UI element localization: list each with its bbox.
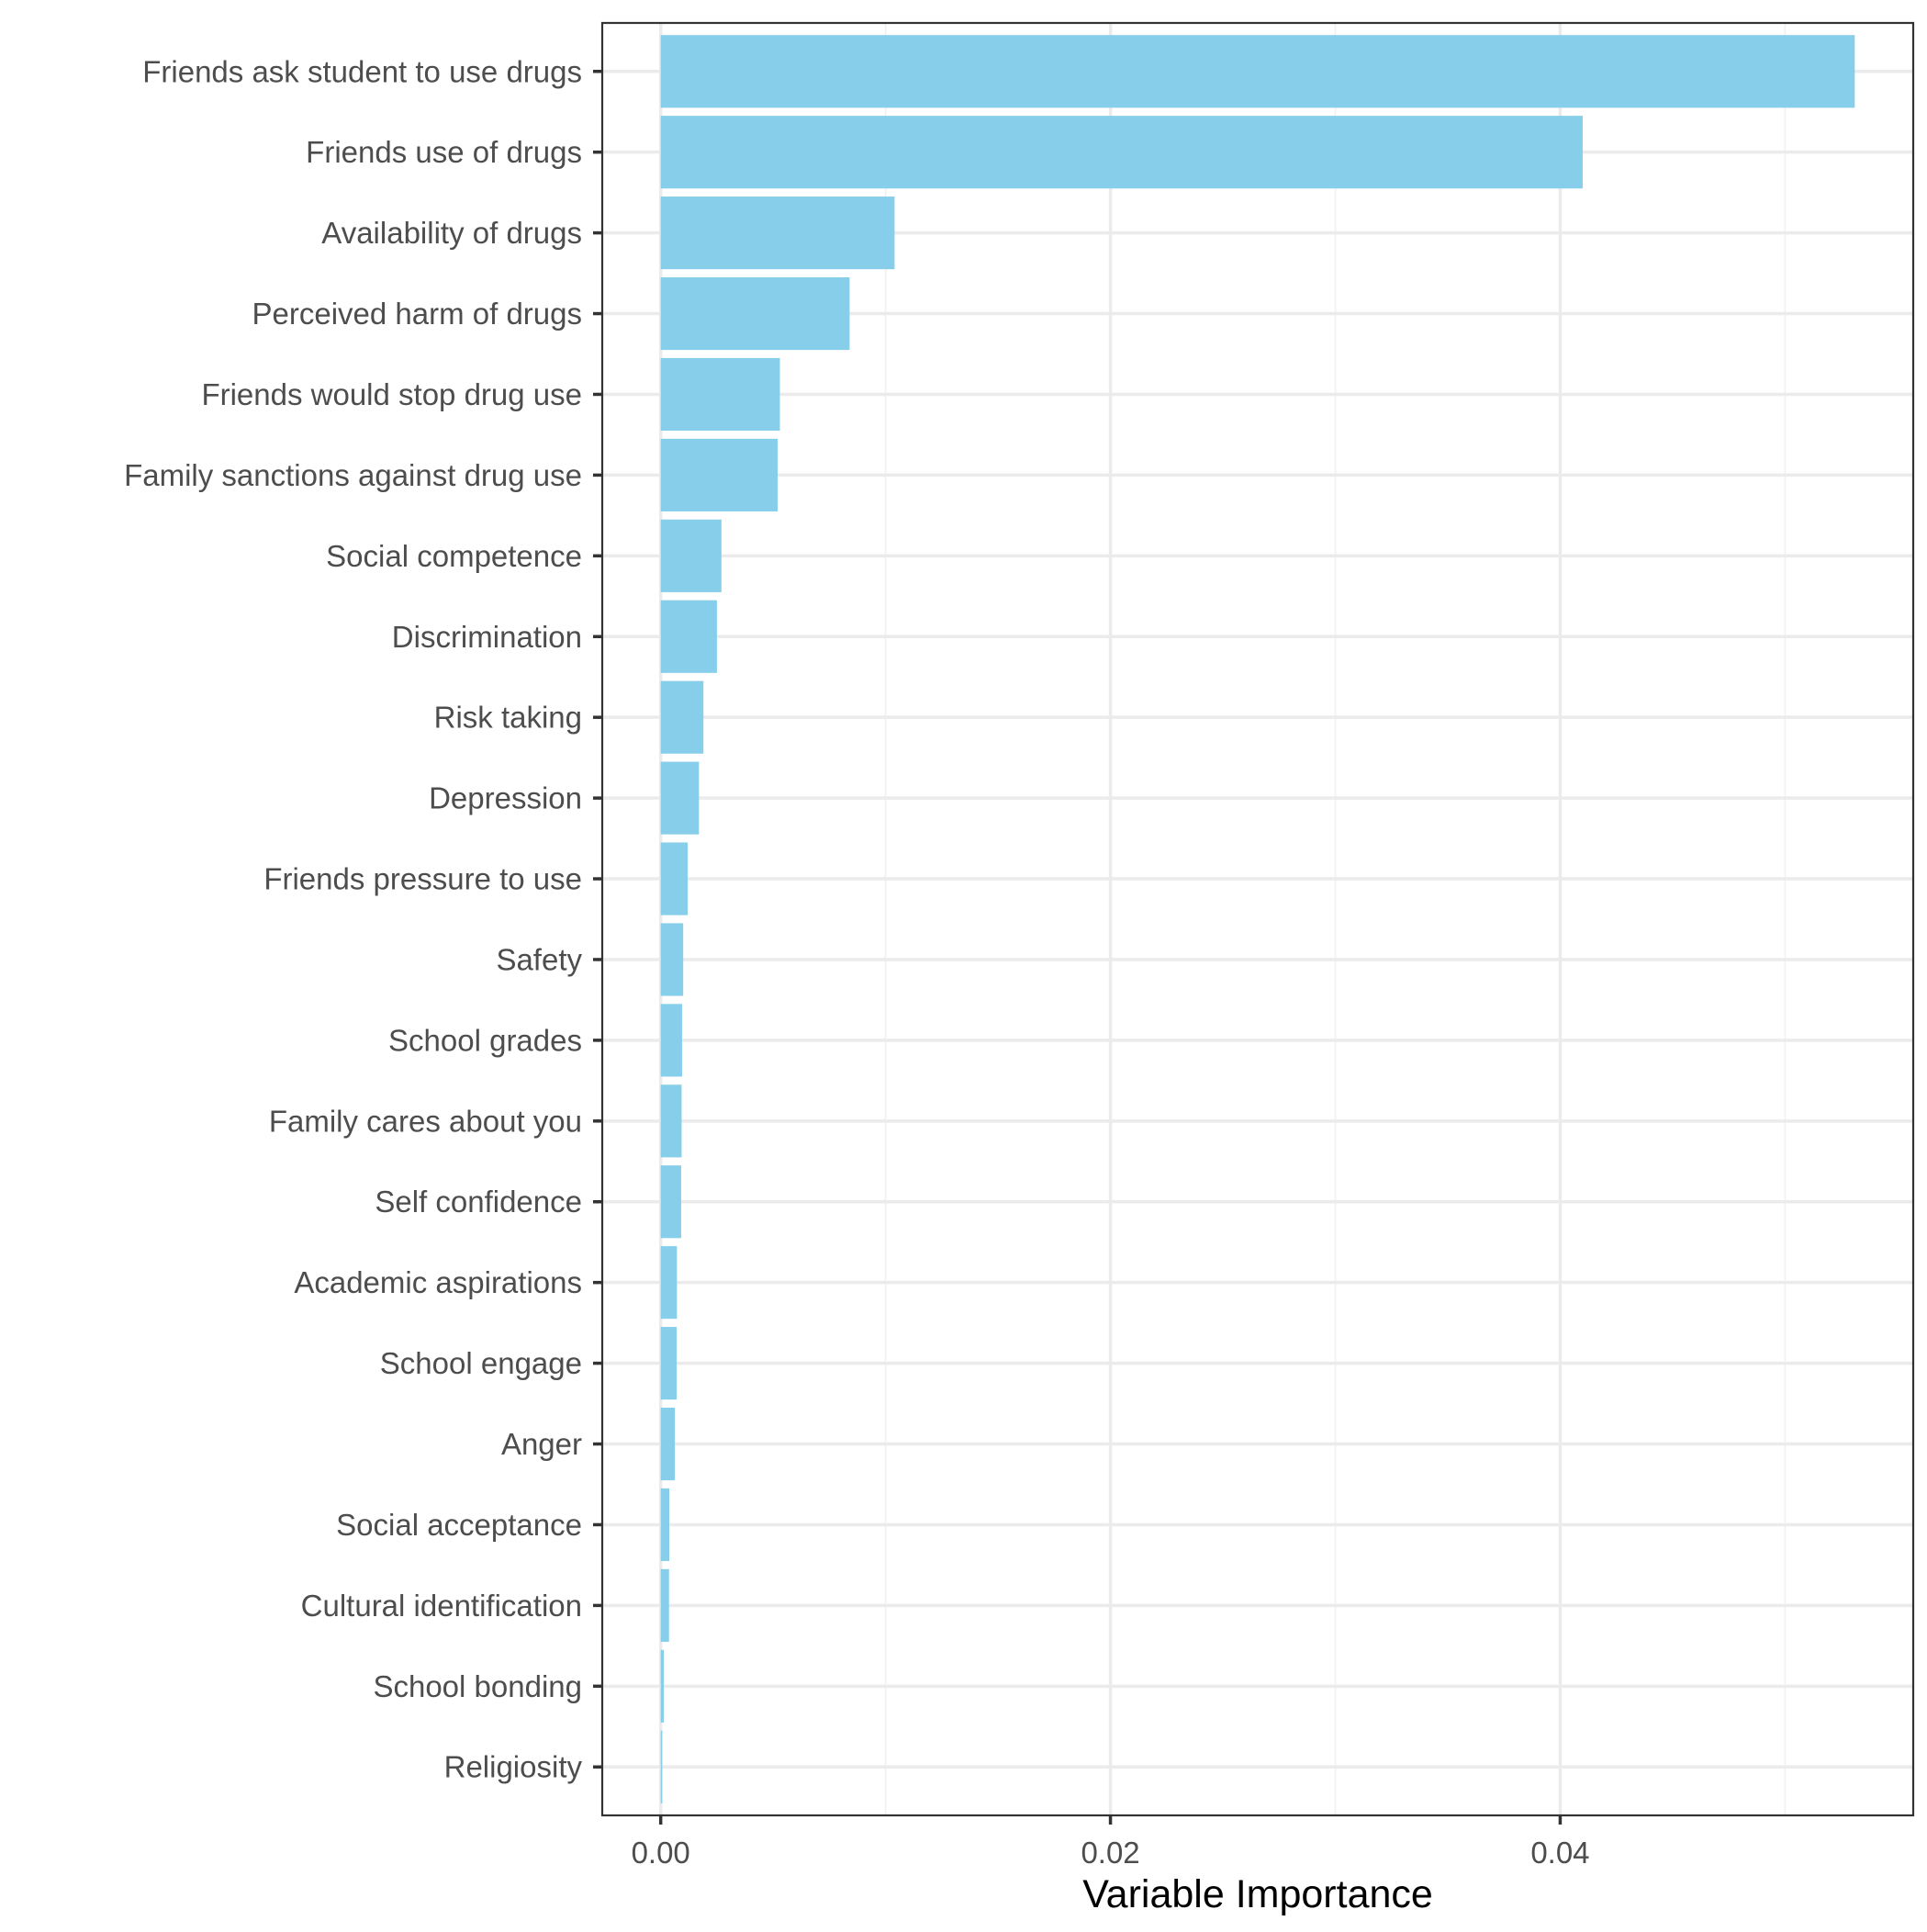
bar [660,680,704,754]
x-axis-title: Variable Importance [1082,1872,1433,1916]
bar [660,1488,669,1562]
y-tick-label: Friends pressure to use [263,862,582,896]
bars-layer [660,35,1855,1803]
bar [660,116,1583,189]
panel-border [600,21,1915,1817]
y-tick-label: Family sanctions against drug use [124,458,582,492]
bar [660,1165,681,1239]
y-tick-label: School bonding [373,1669,582,1703]
y-tick-label: School engage [380,1346,582,1380]
bar [660,1327,678,1400]
bar [660,438,779,511]
y-tick-label: Social competence [326,539,582,573]
y-tick-label: Social acceptance [336,1508,582,1542]
bar [660,1084,682,1158]
bar [660,197,895,270]
y-tick-label: Self confidence [375,1185,582,1219]
bar [660,842,689,915]
x-axis: 0.00 0.02 0.04 [632,1815,1590,1870]
y-tick-label: Availability of drugs [321,216,582,250]
bar [660,1649,665,1723]
y-tick-label: Friends ask student to use drugs [142,54,582,88]
bar [660,519,722,592]
bar [660,357,780,432]
bar [660,276,850,351]
y-tick-label: Anger [501,1427,582,1461]
y-tick-label: Family cares about you [269,1104,582,1138]
x-tick-label: 0.02 [1081,1836,1139,1870]
y-tick-label: School grades [388,1023,582,1057]
bar [660,1730,663,1803]
bar [660,1246,678,1320]
y-tick-label: Cultural identification [301,1589,582,1623]
x-tick-label: 0.00 [632,1836,690,1870]
y-tick-label: Religiosity [444,1750,583,1784]
y-tick-label: Discrimination [392,620,582,654]
y-tick-label: Academic aspirations [294,1265,582,1299]
y-tick-label: Friends would stop drug use [201,377,582,411]
y-tick-label: Safety [496,942,582,976]
bar [660,1407,676,1481]
bar [660,923,684,996]
y-tick-label: Perceived harm of drugs [252,297,582,331]
y-axis: Friends ask student to use drugs Friends … [124,54,602,1784]
bar [660,761,700,835]
bar [660,600,717,673]
y-tick-label: Risk taking [434,701,582,735]
bar [660,1568,669,1642]
bar [660,1004,682,1077]
y-tick-label: Depression [429,781,582,815]
x-tick-label: 0.04 [1530,1836,1589,1870]
bar [660,35,1855,108]
y-tick-label: Friends use of drugs [306,135,582,169]
